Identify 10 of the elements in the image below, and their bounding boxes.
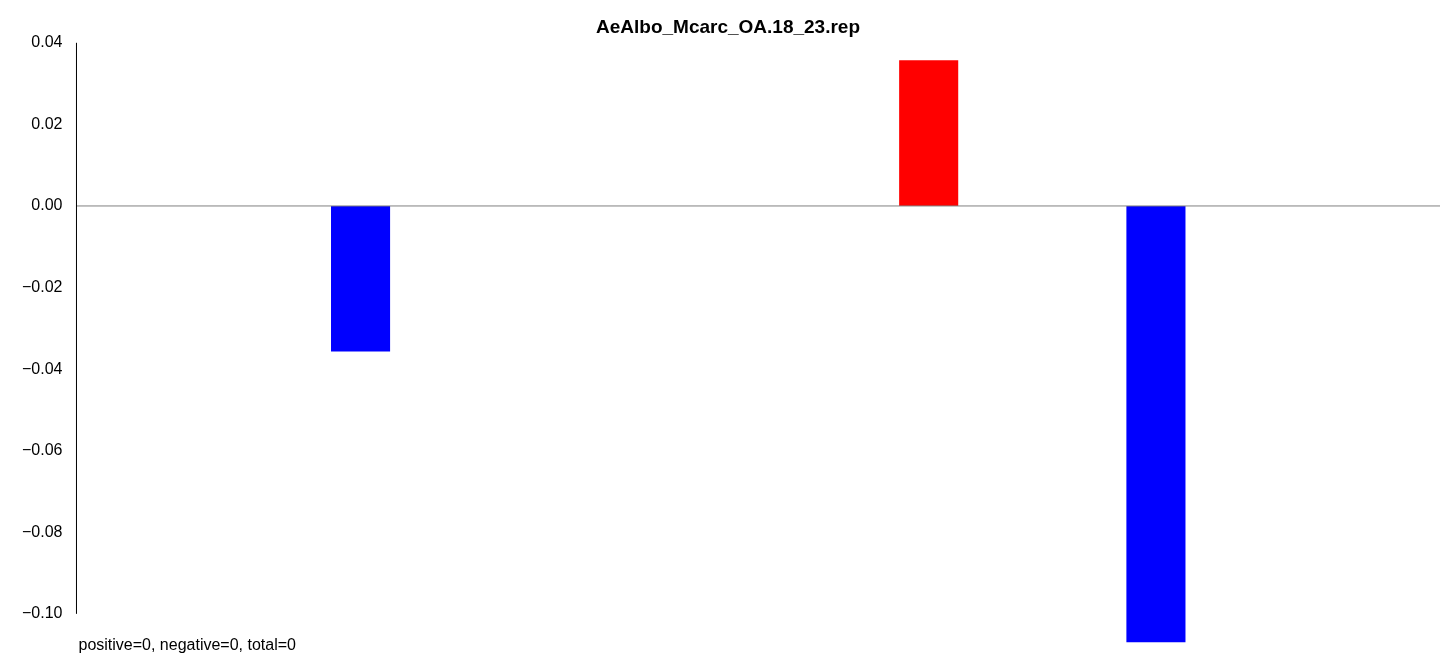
chart-title: AeAlbo_Mcarc_OA.18_23.rep xyxy=(595,15,861,37)
y-tick-label: −0.08 xyxy=(22,522,63,540)
y-tick-label: −0.04 xyxy=(22,359,63,377)
y-tick-label: −0.06 xyxy=(22,441,63,459)
y-tick-label: −0.10 xyxy=(22,604,63,622)
y-tick-label: 0.00 xyxy=(31,196,63,214)
annotation: positive=0, negative=0, total=0 xyxy=(78,636,297,654)
y-tick-label: 0.02 xyxy=(31,114,63,132)
y-tick-label: 0.04 xyxy=(31,33,63,51)
y-tick-label: −0.02 xyxy=(22,277,63,295)
